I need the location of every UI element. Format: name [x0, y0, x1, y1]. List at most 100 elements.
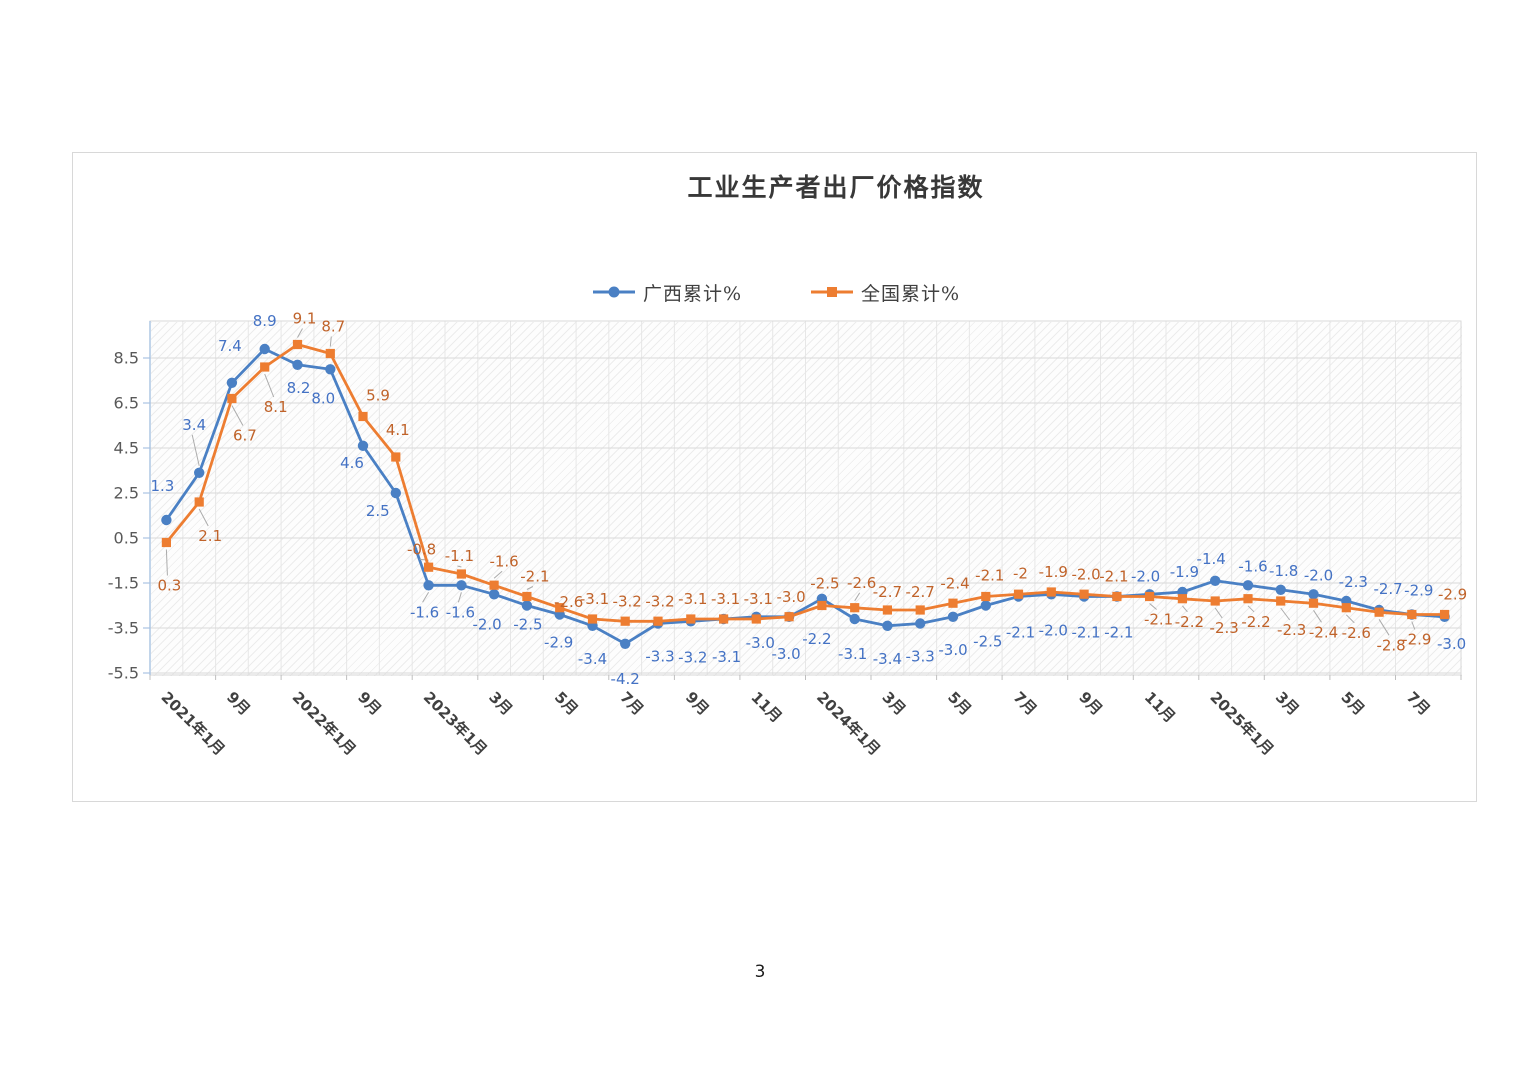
svg-text:5月: 5月: [944, 688, 975, 719]
svg-text:-2.2: -2.2: [1241, 613, 1270, 631]
legend-item-national: 全国累计%: [810, 280, 961, 305]
svg-text:5月: 5月: [1337, 688, 1368, 719]
svg-text:-5.5: -5.5: [108, 664, 139, 683]
svg-text:4.1: 4.1: [386, 421, 410, 439]
svg-text:-1.6: -1.6: [489, 552, 518, 570]
svg-text:-2.6: -2.6: [554, 593, 583, 611]
svg-text:0.3: 0.3: [157, 577, 181, 595]
svg-text:0.5: 0.5: [114, 529, 139, 548]
svg-text:9月: 9月: [682, 688, 713, 719]
svg-text:-1.6: -1.6: [410, 603, 439, 621]
svg-text:-2.5: -2.5: [810, 575, 839, 593]
svg-text:-3.2: -3.2: [613, 592, 642, 610]
svg-text:-2: -2: [1013, 564, 1028, 582]
svg-text:8.5: 8.5: [114, 349, 139, 368]
svg-text:-3.0: -3.0: [938, 641, 967, 659]
svg-text:9月: 9月: [1075, 688, 1106, 719]
svg-text:9.1: 9.1: [293, 310, 317, 328]
legend-label-national: 全国累计%: [861, 282, 961, 305]
svg-text:7.4: 7.4: [218, 337, 242, 355]
svg-text:-2.0: -2.0: [1304, 566, 1333, 584]
svg-text:-1.9: -1.9: [1039, 563, 1068, 581]
svg-text:8.9: 8.9: [253, 312, 277, 330]
svg-text:4.6: 4.6: [340, 454, 364, 472]
line-circle-marker-icon: [593, 286, 635, 298]
svg-text:11月: 11月: [747, 688, 785, 726]
svg-text:-2.4: -2.4: [940, 574, 969, 592]
svg-text:8.7: 8.7: [321, 318, 345, 336]
legend-label-guangxi: 广西累计%: [643, 282, 743, 305]
svg-text:-3.1: -3.1: [678, 590, 707, 608]
svg-text:2025年1月: 2025年1月: [1206, 688, 1277, 759]
svg-text:-2.1: -2.1: [1099, 568, 1128, 586]
svg-text:-2.1: -2.1: [975, 567, 1004, 585]
svg-text:-2.3: -2.3: [1339, 573, 1368, 591]
svg-text:-3.0: -3.0: [1437, 635, 1466, 653]
svg-text:3月: 3月: [485, 688, 516, 719]
svg-text:-2.6: -2.6: [847, 574, 876, 592]
line-square-marker-icon: [811, 287, 853, 297]
svg-text:-2.5: -2.5: [513, 616, 542, 634]
chart-object[interactable]: [72, 152, 1477, 802]
svg-text:7月: 7月: [616, 688, 647, 719]
svg-text:-3.1: -3.1: [712, 648, 741, 666]
svg-text:4.5: 4.5: [114, 439, 139, 458]
legend-item-guangxi: 广西累计%: [592, 280, 743, 305]
svg-text:-2.3: -2.3: [1277, 621, 1306, 639]
svg-text:-3.0: -3.0: [771, 645, 800, 663]
svg-text:-1.5: -1.5: [108, 574, 139, 593]
svg-text:-3.1: -3.1: [838, 645, 867, 663]
svg-text:3月: 3月: [879, 688, 910, 719]
svg-text:-2.9: -2.9: [544, 634, 573, 652]
svg-text:8.1: 8.1: [264, 398, 288, 416]
svg-text:-2.0: -2.0: [1071, 565, 1100, 583]
plot-area: [151, 322, 1462, 676]
svg-text:-3.1: -3.1: [711, 590, 740, 608]
svg-text:2022年1月: 2022年1月: [289, 688, 360, 759]
svg-text:-2.0: -2.0: [1039, 621, 1068, 639]
svg-text:-2.2: -2.2: [1175, 613, 1204, 631]
svg-text:2023年1月: 2023年1月: [420, 688, 491, 759]
svg-text:2.5: 2.5: [366, 502, 390, 520]
svg-text:-3.4: -3.4: [578, 650, 607, 668]
svg-text:3.4: 3.4: [182, 416, 206, 434]
svg-text:-3.5: -3.5: [108, 619, 139, 638]
svg-text:-3.2: -3.2: [645, 592, 674, 610]
svg-text:2.5: 2.5: [114, 484, 139, 503]
svg-text:-3.4: -3.4: [873, 650, 902, 668]
svg-text:-3.1: -3.1: [580, 590, 609, 608]
svg-text:5.9: 5.9: [366, 387, 390, 405]
svg-text:-1.9: -1.9: [1170, 563, 1199, 581]
svg-text:-3.1: -3.1: [744, 590, 773, 608]
svg-text:7月: 7月: [1403, 688, 1434, 719]
svg-text:-1.1: -1.1: [445, 547, 474, 565]
svg-text:5月: 5月: [551, 688, 582, 719]
svg-text:-4.2: -4.2: [611, 670, 640, 688]
svg-text:-1.4: -1.4: [1197, 550, 1226, 568]
svg-text:9月: 9月: [354, 688, 385, 719]
svg-text:-2.2: -2.2: [802, 630, 831, 648]
svg-text:-2.6: -2.6: [1342, 624, 1371, 642]
svg-text:-2.1: -2.1: [1144, 611, 1173, 629]
svg-text:-2.1: -2.1: [1006, 624, 1035, 642]
svg-text:-2.9: -2.9: [1402, 631, 1431, 649]
svg-text:6.7: 6.7: [233, 427, 257, 445]
svg-text:6.5: 6.5: [114, 394, 139, 413]
svg-text:-2.5: -2.5: [973, 633, 1002, 651]
svg-text:-2.1: -2.1: [1104, 624, 1133, 642]
svg-text:-1.8: -1.8: [1269, 562, 1298, 580]
svg-text:2.1: 2.1: [198, 527, 222, 545]
svg-text:11月: 11月: [1141, 688, 1179, 726]
svg-text:2024年1月: 2024年1月: [813, 688, 884, 759]
svg-text:-2.0: -2.0: [1131, 567, 1160, 585]
svg-text:-2.8: -2.8: [1376, 636, 1405, 654]
svg-text:-2.3: -2.3: [1210, 619, 1239, 637]
svg-text:-2.1: -2.1: [1071, 624, 1100, 642]
svg-text:-0.8: -0.8: [407, 540, 436, 558]
svg-text:-3.3: -3.3: [645, 648, 674, 666]
svg-text:3月: 3月: [1272, 688, 1303, 719]
svg-text:-1.6: -1.6: [446, 603, 475, 621]
svg-text:-1.6: -1.6: [1238, 557, 1267, 575]
